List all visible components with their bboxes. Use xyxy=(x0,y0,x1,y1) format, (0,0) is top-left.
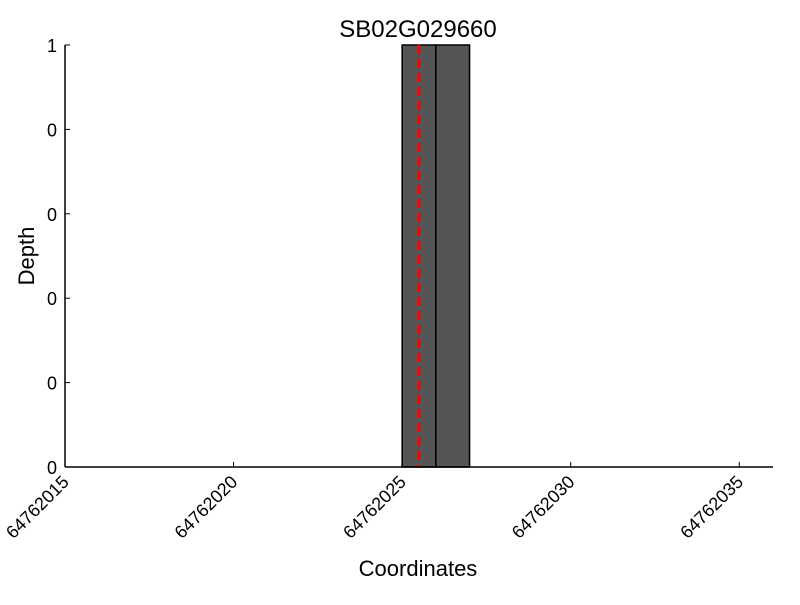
y-tick-label: 0 xyxy=(47,120,57,140)
y-axis-label: Depth xyxy=(14,227,39,286)
x-axis-label: Coordinates xyxy=(359,556,478,581)
bar xyxy=(435,44,471,468)
x-tick-label: 64762035 xyxy=(676,472,747,543)
y-tick-label: 0 xyxy=(47,458,57,478)
y-tick-label: 1 xyxy=(47,36,57,56)
chart-title: SB02G029660 xyxy=(339,16,496,43)
y-tick-label: 0 xyxy=(47,205,57,225)
x-tick-label: 64762030 xyxy=(508,472,579,543)
x-tick-label: 64762025 xyxy=(339,472,410,543)
y-tick-label: 0 xyxy=(47,374,57,394)
y-tick-label: 0 xyxy=(47,289,57,309)
x-tick-label: 64762020 xyxy=(171,472,242,543)
x-tick-label: 64762015 xyxy=(2,472,73,543)
